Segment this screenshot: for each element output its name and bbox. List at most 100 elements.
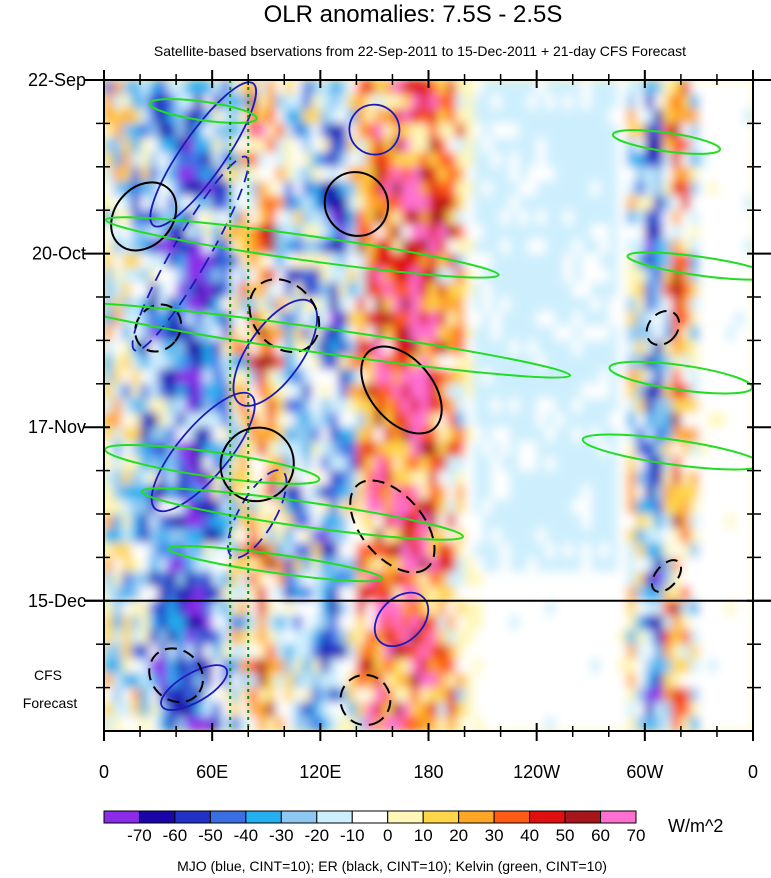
x-tick-label: 0 bbox=[748, 762, 758, 782]
heatmap-cell bbox=[302, 152, 312, 168]
heatmap-cell bbox=[293, 369, 303, 385]
heatmap-cell bbox=[572, 571, 583, 587]
heatmap-cell bbox=[590, 94, 601, 110]
heatmap-cell bbox=[275, 687, 285, 703]
heatmap-cell bbox=[590, 80, 601, 96]
heatmap-cell bbox=[392, 94, 402, 110]
heatmap-cell bbox=[356, 557, 366, 573]
heatmap-cell bbox=[329, 311, 339, 327]
heatmap-cell bbox=[293, 499, 303, 515]
heatmap-cell bbox=[311, 687, 321, 703]
heatmap-cell bbox=[707, 427, 718, 443]
heatmap-cell bbox=[455, 181, 466, 197]
heatmap-cell bbox=[320, 137, 330, 153]
heatmap-cell bbox=[735, 94, 745, 110]
heatmap-cell bbox=[302, 485, 312, 501]
heatmap-cell bbox=[644, 456, 655, 472]
heatmap-cell bbox=[726, 528, 736, 544]
heatmap-cell bbox=[131, 412, 141, 428]
heatmap-cell bbox=[446, 123, 457, 139]
heatmap-cell bbox=[221, 137, 231, 153]
heatmap-cell bbox=[599, 80, 610, 96]
heatmap-cell bbox=[509, 412, 520, 428]
heatmap-cell bbox=[716, 152, 727, 168]
heatmap-cell bbox=[311, 108, 321, 124]
heatmap-cell bbox=[617, 224, 628, 240]
heatmap-cell bbox=[329, 340, 339, 356]
heatmap-cell bbox=[104, 123, 114, 139]
heatmap-cell bbox=[726, 94, 736, 110]
heatmap-cell bbox=[473, 195, 484, 211]
heatmap-cell bbox=[140, 108, 150, 124]
heatmap-cell bbox=[726, 412, 736, 428]
heatmap-cell bbox=[527, 282, 538, 298]
heatmap-cell bbox=[437, 427, 448, 443]
heatmap-cell bbox=[644, 687, 655, 703]
heatmap-cell bbox=[572, 702, 583, 718]
heatmap-cell bbox=[347, 600, 357, 616]
heatmap-cell bbox=[698, 586, 709, 602]
heatmap-cell bbox=[626, 340, 637, 356]
heatmap-cell bbox=[527, 441, 538, 457]
heatmap-cell bbox=[131, 369, 141, 385]
heatmap-cell bbox=[239, 615, 249, 631]
heatmap-cell bbox=[392, 166, 402, 182]
heatmap-cell bbox=[284, 586, 294, 602]
heatmap-cell bbox=[212, 514, 222, 530]
heatmap-cell bbox=[329, 108, 339, 124]
heatmap-cell bbox=[653, 137, 664, 153]
heatmap-cell bbox=[203, 152, 213, 168]
heatmap-cell bbox=[455, 297, 466, 313]
heatmap-cell bbox=[320, 673, 330, 689]
heatmap-cell bbox=[230, 528, 240, 544]
heatmap-cell bbox=[536, 441, 547, 457]
heatmap-cell bbox=[284, 152, 294, 168]
heatmap-cell bbox=[446, 137, 457, 153]
heatmap-cell bbox=[185, 239, 195, 255]
heatmap-cell bbox=[500, 253, 511, 269]
heatmap-cell bbox=[735, 210, 745, 226]
heatmap-cell bbox=[491, 702, 502, 718]
heatmap-cell bbox=[518, 499, 529, 515]
heatmap-cell bbox=[554, 80, 565, 96]
heatmap-cell bbox=[671, 571, 682, 587]
heatmap-cell bbox=[401, 615, 412, 631]
heatmap-cell bbox=[392, 152, 402, 168]
heatmap-cell bbox=[437, 716, 448, 731]
heatmap-cell bbox=[140, 702, 150, 718]
heatmap-cell bbox=[428, 441, 439, 457]
heatmap-cell bbox=[167, 441, 177, 457]
chart-title: OLR anomalies: 7.5S - 2.5S bbox=[264, 1, 563, 28]
heatmap-cell bbox=[545, 239, 556, 255]
heatmap-cell bbox=[527, 210, 538, 226]
heatmap-cell bbox=[383, 658, 393, 674]
heatmap-cell bbox=[131, 470, 141, 486]
heatmap-cell bbox=[149, 354, 159, 370]
heatmap-cell bbox=[662, 586, 673, 602]
heatmap-cell bbox=[365, 123, 375, 139]
heatmap-cell bbox=[320, 224, 330, 240]
heatmap-cell bbox=[744, 354, 753, 370]
heatmap-cell bbox=[248, 441, 258, 457]
heatmap-cell bbox=[347, 311, 357, 327]
heatmap-cell bbox=[185, 297, 195, 313]
heatmap-cell bbox=[581, 542, 592, 558]
heatmap-cell bbox=[689, 673, 700, 689]
heatmap-cell bbox=[744, 673, 753, 689]
heatmap-cell bbox=[293, 427, 303, 443]
heatmap-cell bbox=[689, 615, 700, 631]
heatmap-cell bbox=[347, 253, 357, 269]
heatmap-cell bbox=[140, 123, 150, 139]
heatmap-cell bbox=[383, 514, 393, 530]
heatmap-cell bbox=[635, 80, 646, 96]
heatmap-cell bbox=[104, 325, 114, 341]
heatmap-cell bbox=[455, 629, 466, 645]
heatmap-cell bbox=[248, 80, 258, 96]
heatmap-cell bbox=[599, 253, 610, 269]
heatmap-cell bbox=[545, 210, 556, 226]
heatmap-cell bbox=[626, 383, 637, 399]
heatmap-cell bbox=[122, 586, 132, 602]
heatmap-cell bbox=[338, 615, 348, 631]
heatmap-cell bbox=[707, 152, 718, 168]
heatmap-cell bbox=[293, 600, 303, 616]
